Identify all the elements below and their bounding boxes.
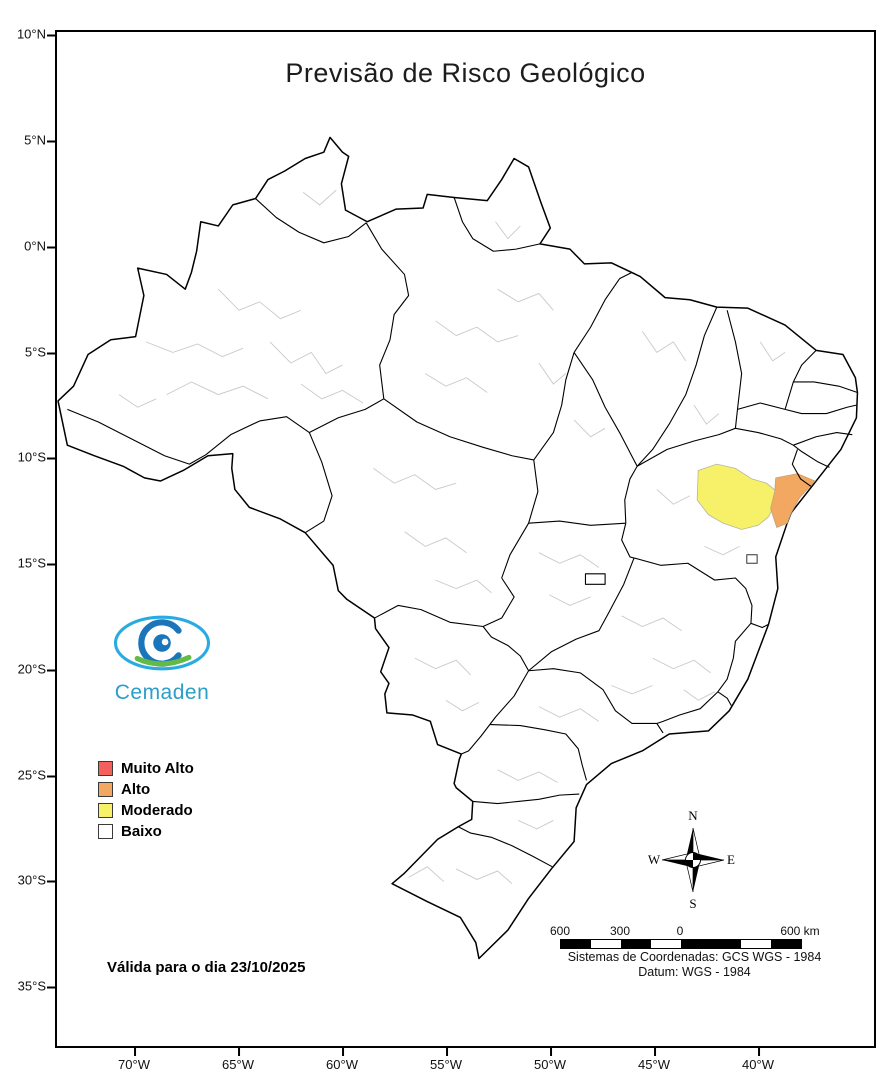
cemaden-eye-icon (113, 615, 211, 671)
compass-north-label: N (688, 808, 698, 823)
small-municipality-box (747, 555, 757, 563)
scale-number-600-km: 600 km (780, 924, 820, 938)
risk-legend: Muito Alto Alto Moderado Baixo (98, 758, 194, 842)
coordinate-system-line: Sistemas de Coordenadas: GCS WGS - 1984 (567, 950, 822, 964)
lon-tick-70w: 70°W (118, 1048, 150, 1072)
lat-tick-35s: 35°S (2, 979, 55, 994)
lat-tick-15s: 15°S (2, 556, 55, 571)
coordinate-system-note: Sistemas de Coordenadas: GCS WGS - 1984 … (522, 950, 867, 980)
scale-number-300: 300 (609, 924, 631, 938)
lon-tick-65w: 65°W (222, 1048, 254, 1072)
compass-star (661, 827, 725, 893)
lat-tick-0n: 0°N (2, 239, 55, 254)
lat-tick-25s: 25°S (2, 768, 55, 783)
cemaden-wordmark: Cemaden (114, 681, 210, 704)
compass-south-label: S (689, 896, 696, 911)
lat-tick-30s: 30°S (2, 873, 55, 888)
lon-tick-55w: 55°W (430, 1048, 462, 1072)
validity-note: Válida para o dia 23/10/2025 (107, 959, 306, 976)
legend-label-moderado: Moderado (121, 801, 193, 819)
compass-west-label: W (648, 852, 661, 867)
brazil-map-svg (57, 32, 874, 1046)
legend-item-moderado: Moderado (98, 800, 194, 820)
municipal-borders (119, 190, 785, 884)
scale-number-600-left: 600 (549, 924, 571, 938)
scale-bar: 600 300 0 600 km (550, 924, 820, 950)
lon-tick-45w: 45°W (638, 1048, 670, 1072)
map-title: Previsão de Risco Geológico (285, 58, 646, 88)
legend-label-alto: Alto (121, 780, 151, 798)
state-borders-northeast (637, 310, 857, 486)
legend-swatch-muito-alto (98, 760, 113, 776)
datum-line: Datum: WGS - 1984 (638, 965, 751, 979)
lon-tick-50w: 50°W (534, 1048, 566, 1072)
legend-item-muito-alto: Muito Alto (98, 758, 194, 778)
map-frame: Previsão de Risco Geológico Cemaden Muit… (55, 30, 876, 1048)
compass-east-label: E (727, 852, 735, 867)
state-borders-southeast-south (458, 558, 768, 867)
legend-swatch-alto (98, 781, 113, 797)
scale-number-0: 0 (676, 924, 684, 938)
lat-tick-20s: 20°S (2, 662, 55, 677)
legend-item-alto: Alto (98, 779, 194, 799)
country-outline (58, 137, 857, 958)
lat-tick-10n: 10°N (2, 27, 55, 42)
state-borders-center (374, 272, 716, 754)
lat-tick-5n: 5°N (2, 133, 55, 148)
risk-region-alto (771, 474, 815, 528)
lon-tick-60w: 60°W (326, 1048, 358, 1072)
lon-tick-40w: 40°W (742, 1048, 774, 1072)
lat-tick-5s: 5°S (2, 345, 55, 360)
lat-tick-10s: 10°S (2, 450, 55, 465)
legend-label-muito-alto: Muito Alto (121, 759, 194, 777)
legend-label-baixo: Baixo (121, 822, 162, 840)
legend-item-baixo: Baixo (98, 821, 194, 841)
legend-swatch-moderado (98, 802, 113, 818)
compass-rose: N S E W (648, 808, 735, 911)
state-borders-north (67, 197, 540, 532)
cemaden-logo: Cemaden (97, 612, 227, 705)
legend-swatch-baixo (98, 823, 113, 839)
scale-bar-graphic (560, 939, 802, 949)
